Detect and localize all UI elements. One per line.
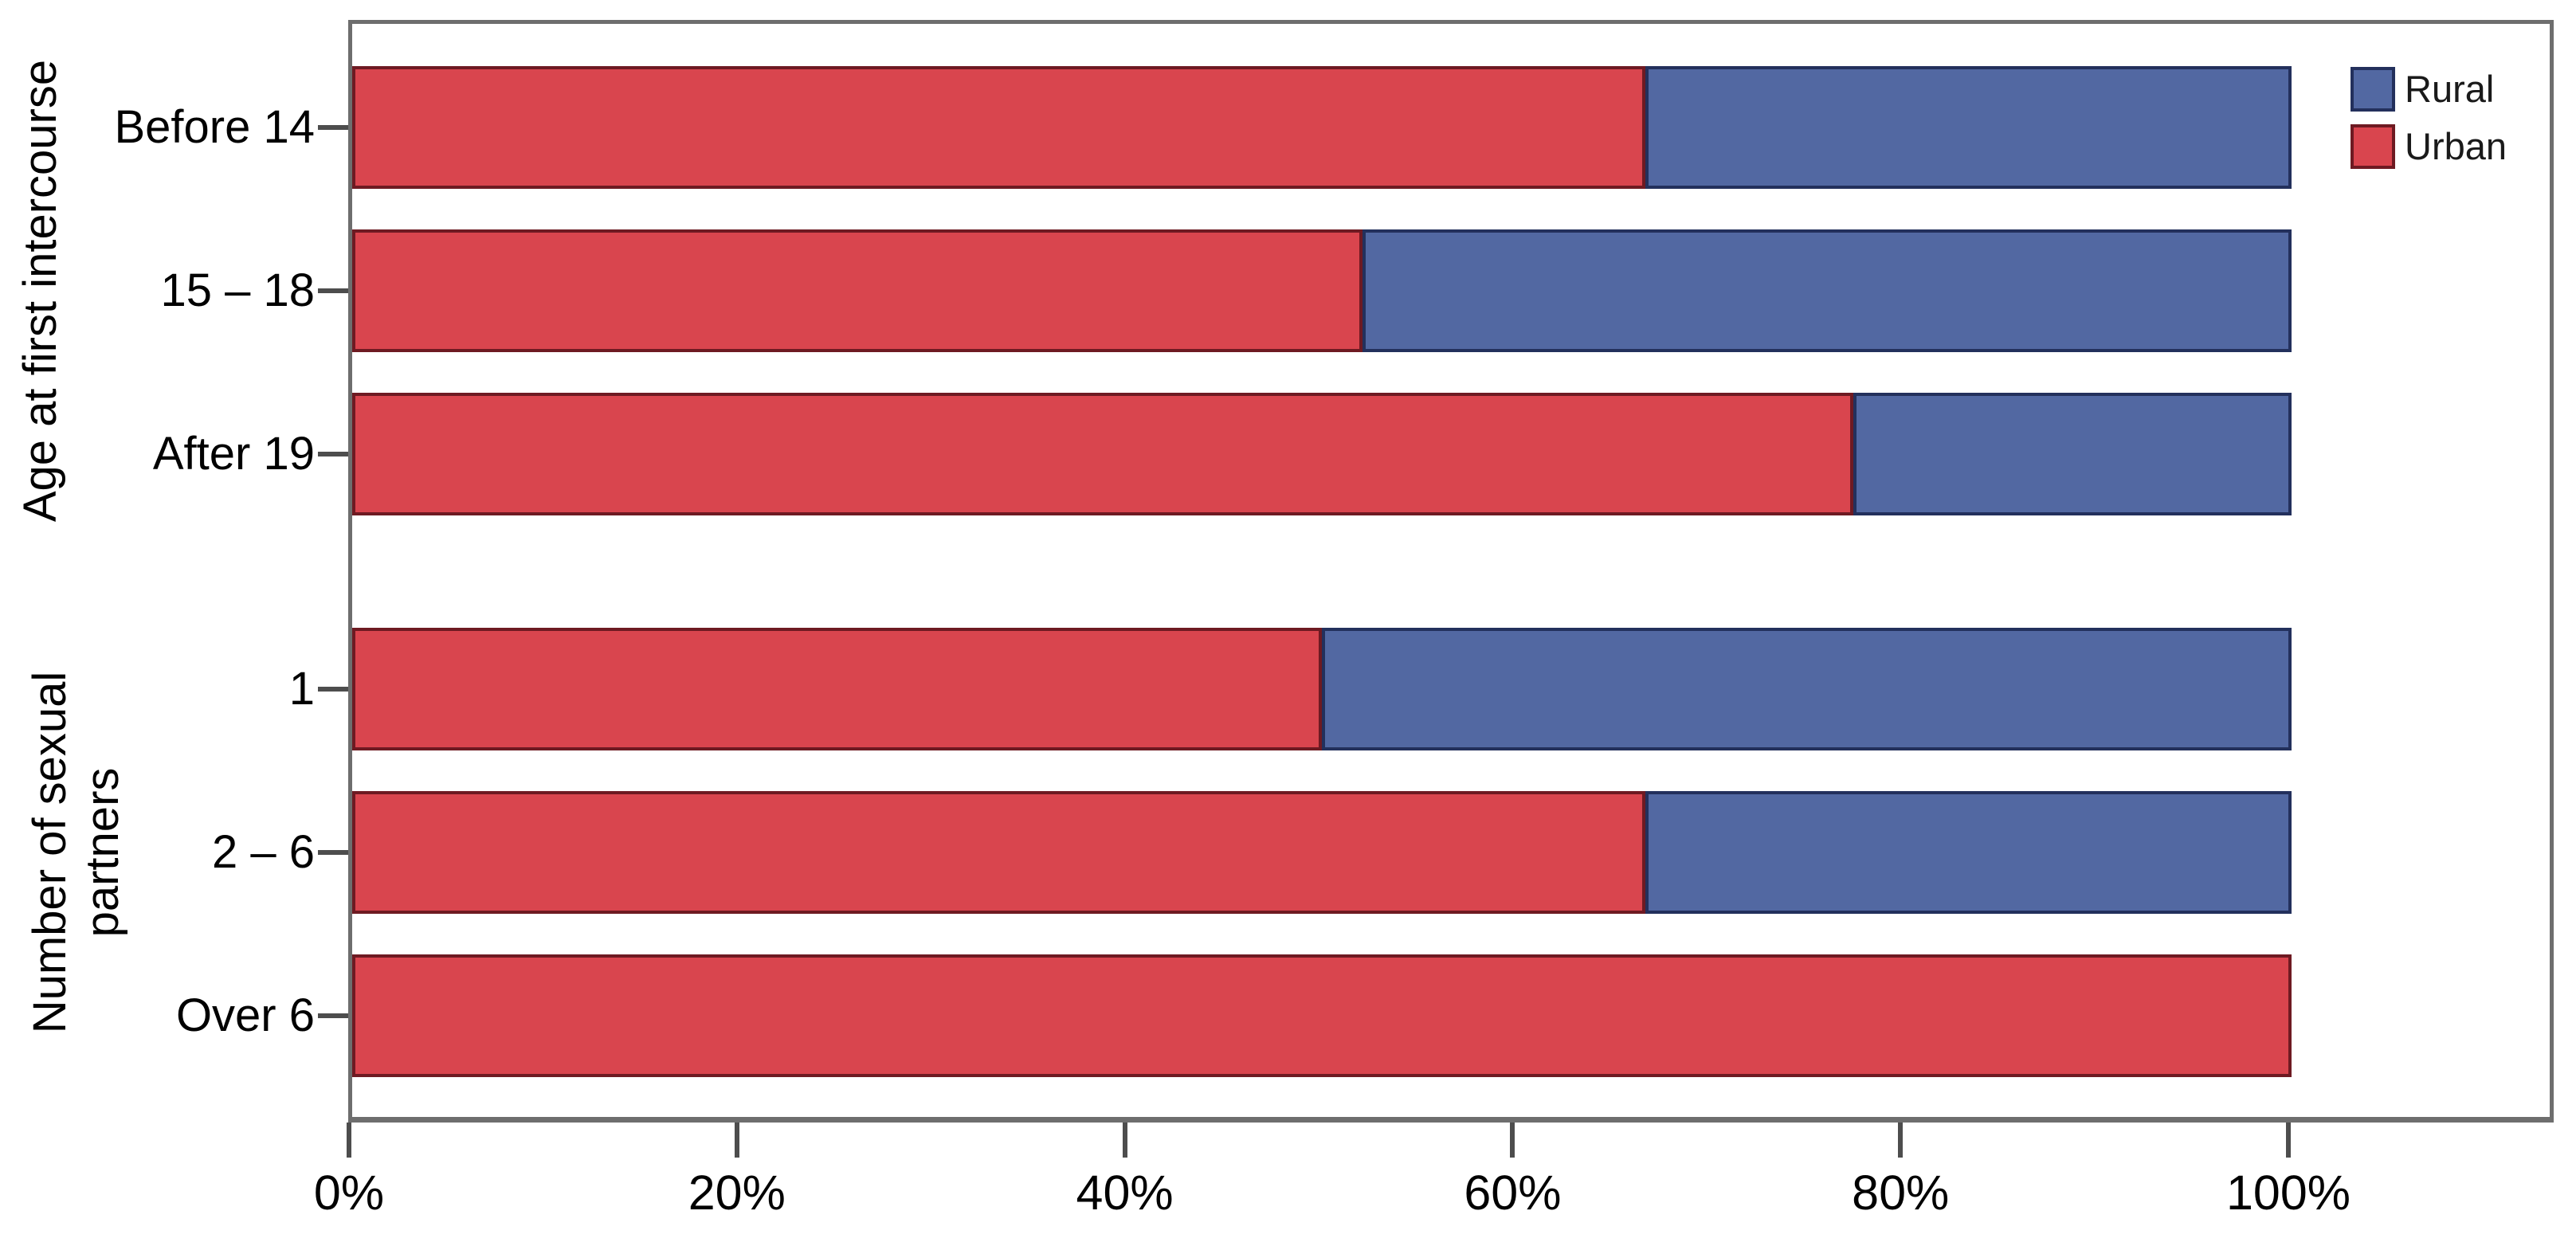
category-label: Over 6 xyxy=(175,989,315,1041)
x-axis-tick xyxy=(1122,1123,1127,1158)
bar-segment-rural xyxy=(1362,229,2292,352)
bar-segment-urban xyxy=(352,791,1645,914)
category-label: 2 – 6 xyxy=(212,826,315,878)
plot-area xyxy=(348,20,2554,1123)
bar-segment-urban xyxy=(352,628,1322,750)
x-axis-tick xyxy=(347,1123,351,1158)
x-tick-label: 20% xyxy=(688,1166,786,1220)
bar-row xyxy=(352,393,2292,515)
category-label: 15 – 18 xyxy=(160,264,315,316)
group-label-number-of-sexual-partners: Number of sexual partners xyxy=(24,671,128,1034)
legend-label-rural: Rural xyxy=(2405,68,2495,110)
y-axis-tick xyxy=(318,850,348,855)
x-axis-tick xyxy=(1898,1123,1904,1158)
y-axis-tick xyxy=(318,288,348,293)
legend-swatch-rural xyxy=(2351,67,2395,112)
legend-item-urban: Urban xyxy=(2351,124,2507,169)
bar-segment-urban xyxy=(352,229,1362,352)
category-label: After 19 xyxy=(152,428,315,480)
bar-segment-urban xyxy=(352,393,1853,515)
y-axis-tick xyxy=(318,452,348,456)
legend-swatch-urban xyxy=(2351,124,2395,169)
bar-row xyxy=(352,66,2292,189)
bar-row xyxy=(352,791,2292,914)
category-label: Before 14 xyxy=(114,101,315,153)
bar-row xyxy=(352,628,2292,750)
y-axis-tick xyxy=(318,125,348,130)
bar-row xyxy=(352,229,2292,352)
x-tick-label: 40% xyxy=(1076,1166,1174,1220)
bar-segment-urban xyxy=(352,954,2292,1077)
x-axis-tick xyxy=(2286,1123,2291,1158)
bar-segment-urban xyxy=(352,66,1645,189)
legend-label-urban: Urban xyxy=(2405,125,2507,167)
legend: Rural Urban xyxy=(2351,67,2507,182)
y-axis-tick xyxy=(318,1013,348,1018)
x-axis-tick xyxy=(1510,1123,1515,1158)
x-tick-label: 100% xyxy=(2225,1166,2351,1220)
bar-segment-rural xyxy=(1853,393,2292,515)
x-tick-label: 80% xyxy=(1852,1166,1950,1220)
x-tick-label: 60% xyxy=(1464,1166,1562,1220)
y-axis-tick xyxy=(318,687,348,692)
category-label: 1 xyxy=(288,663,315,715)
bar-segment-rural xyxy=(1322,628,2292,750)
bar-segment-rural xyxy=(1645,66,2292,189)
x-tick-label: 0% xyxy=(313,1166,385,1220)
bar-row xyxy=(352,954,2292,1077)
x-axis-tick xyxy=(734,1123,739,1158)
bar-segment-rural xyxy=(1645,791,2292,914)
legend-item-rural: Rural xyxy=(2351,67,2507,112)
